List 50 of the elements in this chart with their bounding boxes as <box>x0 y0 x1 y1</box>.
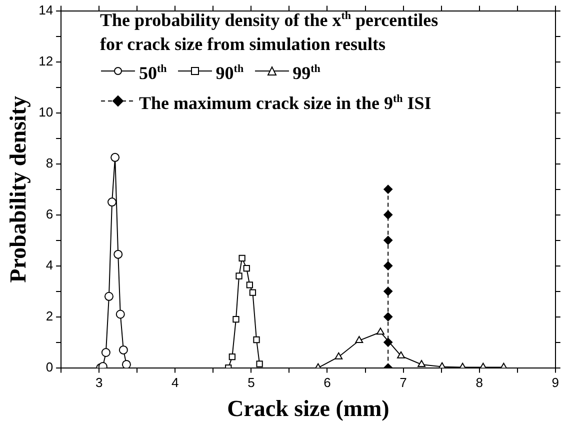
point <box>243 265 250 272</box>
point <box>384 261 393 270</box>
y-tick-label: 4 <box>46 257 54 272</box>
point <box>228 354 236 360</box>
point <box>249 289 256 296</box>
y-tick-label: 0 <box>46 359 54 374</box>
legend-label: 50$^{th}$ <box>139 62 167 85</box>
point <box>246 282 253 288</box>
point <box>334 352 343 360</box>
point <box>397 351 405 358</box>
point <box>118 345 128 354</box>
point <box>355 336 364 344</box>
x-tick-label: 5 <box>248 375 255 390</box>
x-tick-label: 4 <box>172 375 179 390</box>
legend-label: 99$^{th}$ <box>292 62 320 85</box>
point <box>384 210 393 220</box>
point <box>122 360 131 368</box>
point <box>256 360 263 368</box>
point <box>384 286 393 296</box>
point <box>236 272 242 280</box>
y-axis-title: Probability density <box>6 95 31 283</box>
point <box>238 254 246 262</box>
y-tick-label: 2 <box>46 308 54 324</box>
y-tick-label: 10 <box>38 104 54 120</box>
point <box>384 312 393 322</box>
x-tick-label: 8 <box>476 375 483 390</box>
y-tick-label: 8 <box>46 155 54 170</box>
point <box>384 236 393 245</box>
point <box>418 360 426 367</box>
point <box>232 316 240 323</box>
point <box>110 152 120 162</box>
y-tick-label: 14 <box>38 2 54 18</box>
point <box>114 250 123 259</box>
y-tick-label: 6 <box>46 206 54 222</box>
point <box>376 328 384 335</box>
point <box>101 348 110 357</box>
point <box>384 184 393 194</box>
legend-label: 90$^{th}$ <box>216 62 244 85</box>
point <box>116 310 125 319</box>
x-tick-label: 9 <box>552 375 559 390</box>
legend-title: The probability density of the x$^{th}$ percentiles for crack size from simulation results <box>100 9 440 56</box>
point <box>104 292 114 301</box>
point <box>108 198 117 207</box>
x-tick-label: 3 <box>95 375 103 390</box>
x-tick-label: 6 <box>324 375 331 390</box>
x-tick-label: 7 <box>400 375 407 390</box>
point <box>253 336 260 344</box>
legend-label: The maximum crack size in the 9$^{th}$ ISI <box>139 92 432 115</box>
x-axis-title: Crack size (mm) <box>227 396 390 422</box>
y-tick-label: 12 <box>38 53 54 68</box>
